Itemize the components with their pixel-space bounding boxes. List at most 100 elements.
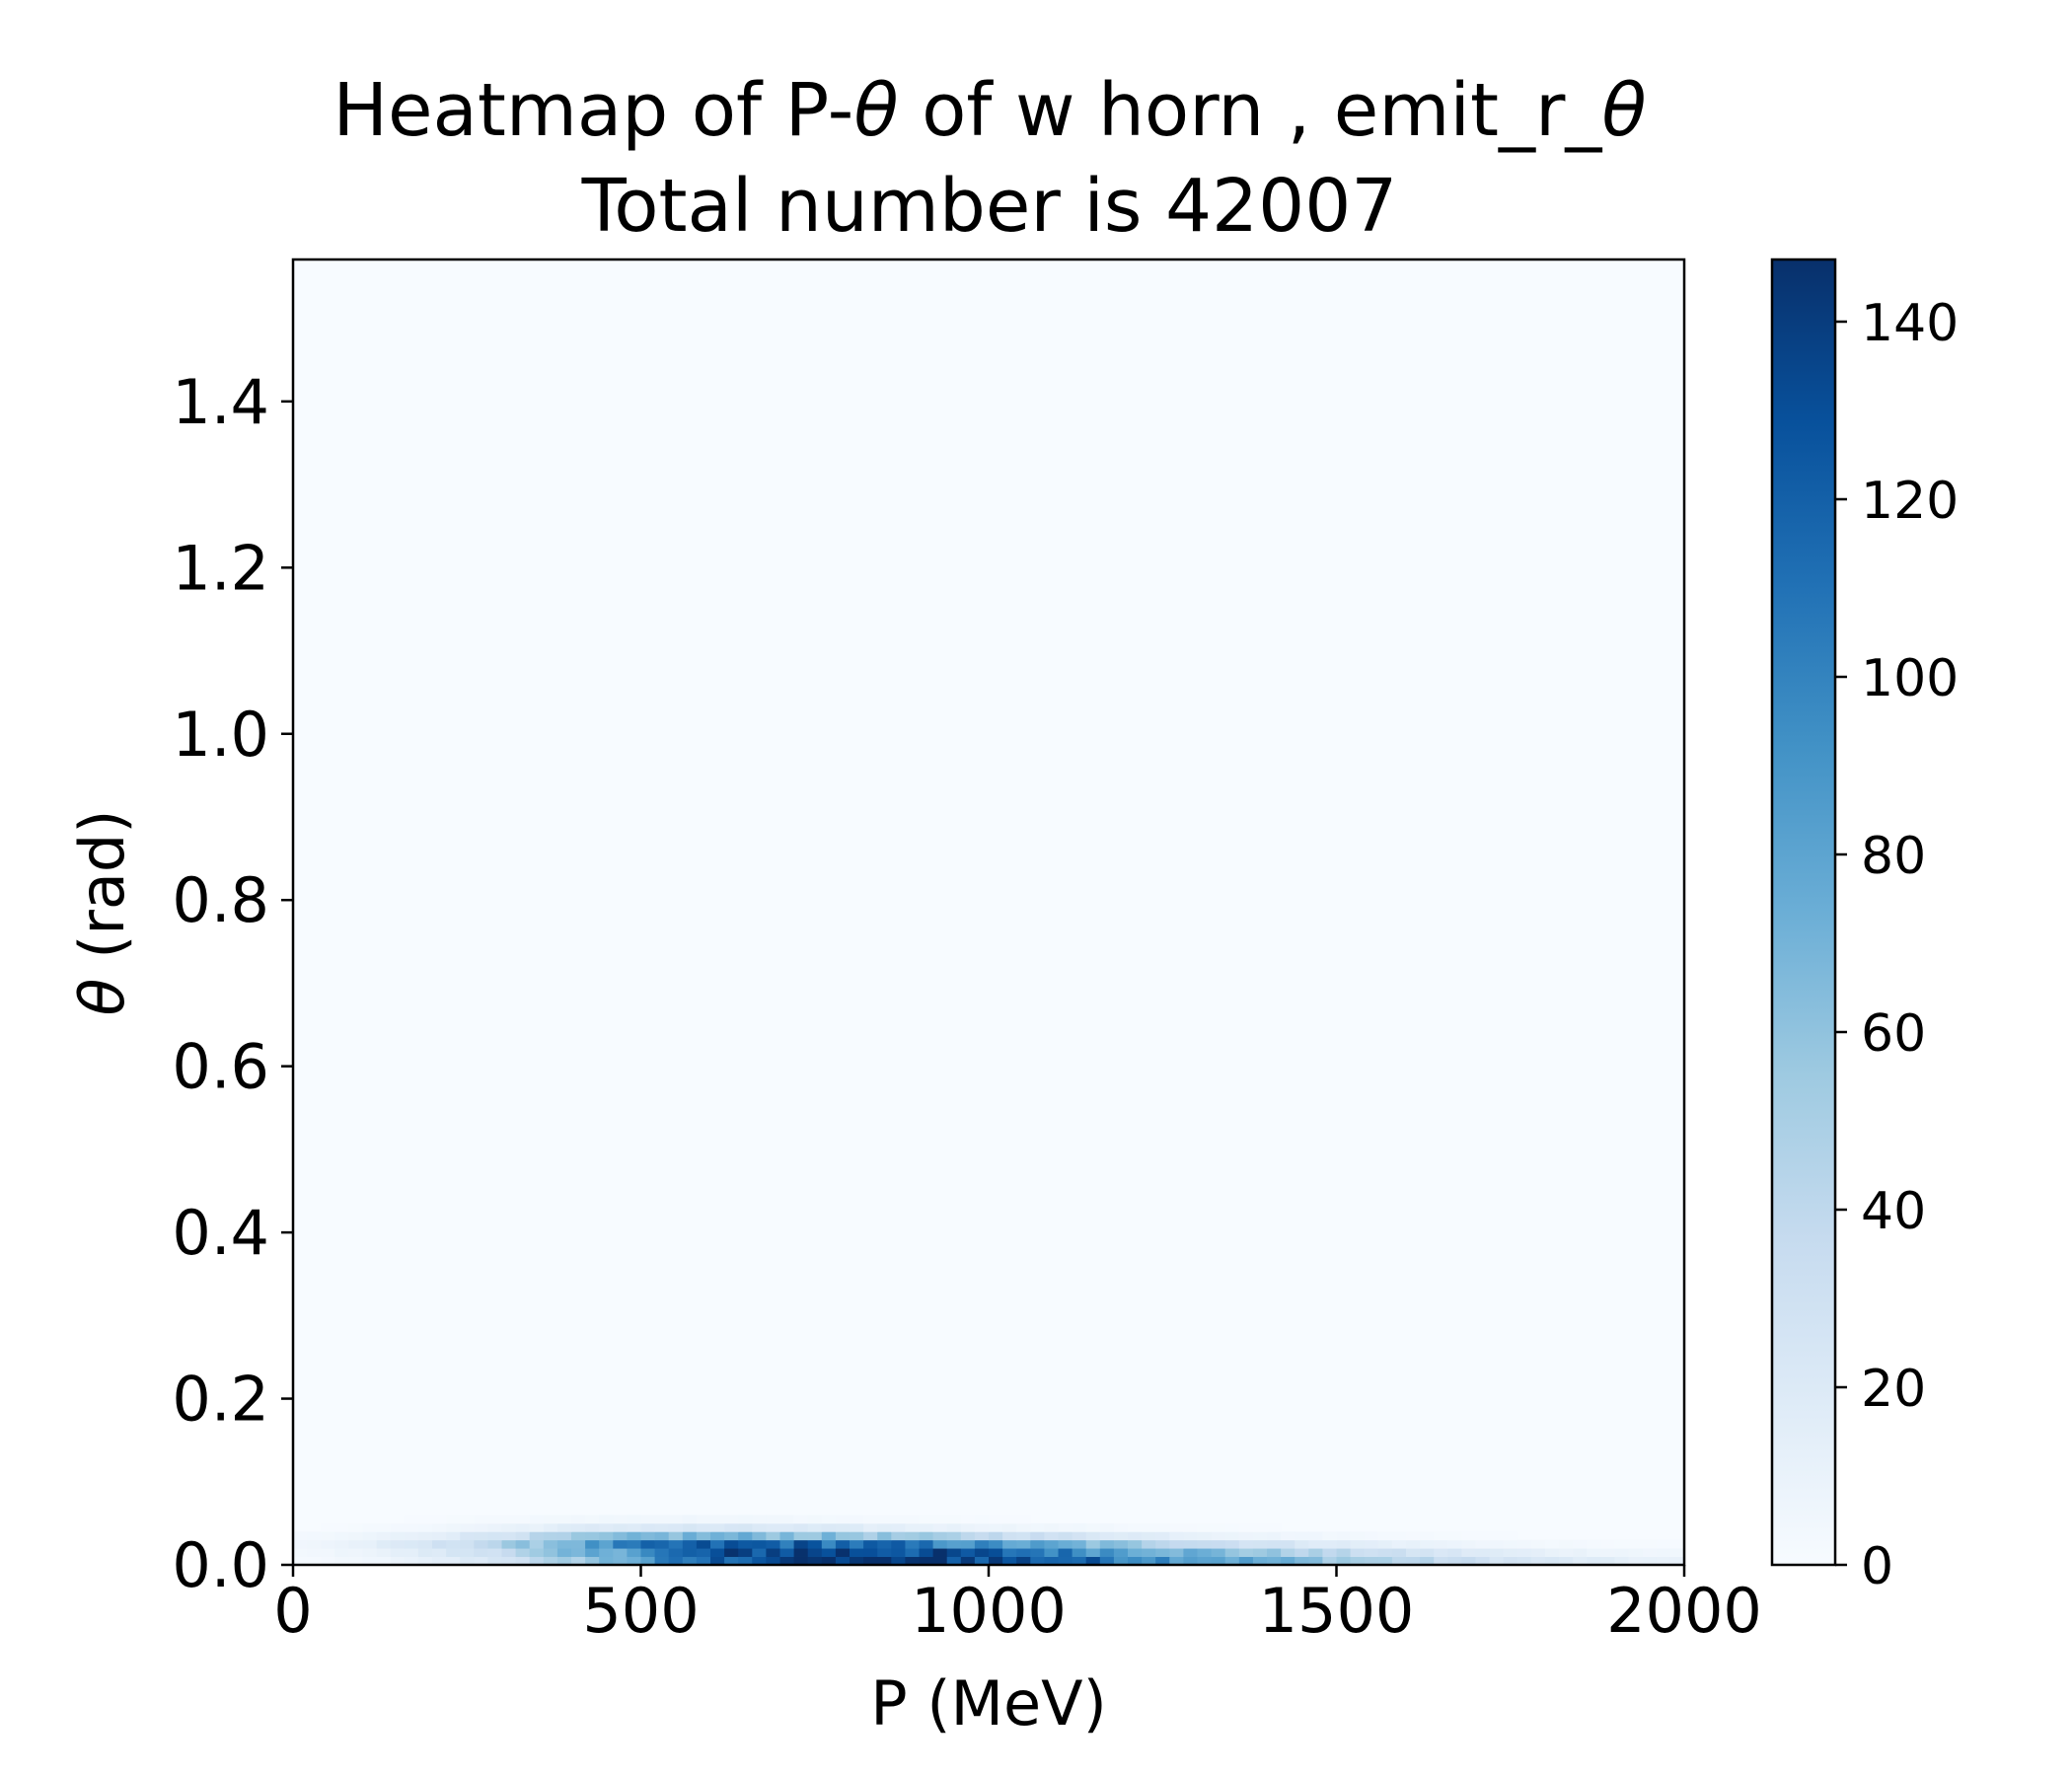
heatmap-cell: [1656, 1556, 1671, 1565]
heatmap-cell: [487, 1515, 502, 1524]
heatmap-cell: [1406, 1539, 1421, 1549]
heatmap-cell: [432, 1539, 447, 1549]
heatmap-cell: [946, 1556, 962, 1565]
heatmap-cell: [556, 1522, 572, 1532]
heatmap-cell: [1072, 1548, 1087, 1557]
heatmap-cell: [627, 1548, 641, 1557]
heatmap-cell: [1030, 1548, 1045, 1557]
heatmap-cell: [1044, 1556, 1059, 1565]
heatmap-cell: [362, 1539, 377, 1549]
heatmap-cell: [362, 1556, 377, 1565]
heatmap-cell: [668, 1548, 684, 1557]
heatmap-cell: [1336, 1539, 1351, 1549]
heatmap-cell: [571, 1556, 586, 1565]
heatmap-cell: [1434, 1539, 1448, 1549]
heatmap-cell: [766, 1515, 780, 1524]
plot-area-background: [293, 259, 1684, 1565]
heatmap-cell: [1252, 1556, 1268, 1565]
heatmap-cell: [432, 1548, 447, 1557]
heatmap-cell: [738, 1539, 753, 1549]
heatmap-cell: [1545, 1539, 1560, 1549]
heatmap-cell: [1169, 1548, 1184, 1557]
heatmap-cell: [1489, 1531, 1505, 1541]
heatmap-cell: [1238, 1522, 1254, 1532]
heatmap-cell: [543, 1556, 558, 1565]
heatmap-cell: [417, 1539, 433, 1549]
heatmap-cell: [1155, 1548, 1170, 1557]
heatmap-cell: [321, 1556, 335, 1565]
heatmap-cell: [835, 1548, 851, 1557]
heatmap-cell: [807, 1522, 823, 1532]
y-tick-label: 0.8: [172, 864, 269, 936]
heatmap-cell: [1016, 1531, 1031, 1541]
heatmap-cell: [613, 1522, 628, 1532]
heatmap-cell: [515, 1556, 531, 1565]
heatmap-cell: [1044, 1522, 1059, 1532]
chart-title-line2: Total number is 42007: [581, 164, 1398, 249]
y-axis-label-unit: (rad): [66, 810, 138, 979]
heatmap-cell: [293, 1556, 308, 1565]
heatmap-cell: [989, 1531, 1003, 1541]
heatmap-cell: [1475, 1531, 1490, 1541]
heatmap-cell: [362, 1531, 377, 1541]
heatmap-cell: [850, 1539, 864, 1549]
heatmap-cell: [1281, 1556, 1295, 1565]
heatmap-cell: [1406, 1548, 1421, 1557]
heatmap-cell: [1085, 1522, 1101, 1532]
heatmap-cell: [1489, 1548, 1505, 1557]
heatmap-cell: [571, 1522, 586, 1532]
heatmap-cell: [390, 1556, 406, 1565]
heatmap-cell: [613, 1515, 628, 1524]
heatmap-cell: [1350, 1531, 1366, 1541]
heatmap-cell: [668, 1531, 684, 1541]
heatmap-cell: [891, 1522, 906, 1532]
colorbar-tick-label: 100: [1861, 649, 1959, 708]
heatmap-cell: [1391, 1548, 1407, 1557]
heatmap-cell: [932, 1556, 948, 1565]
heatmap-cell: [1447, 1539, 1462, 1549]
heatmap-cell: [390, 1522, 406, 1532]
heatmap-cell: [682, 1548, 698, 1557]
heatmap-cell: [1628, 1548, 1644, 1557]
heatmap-cell: [919, 1539, 933, 1549]
heatmap-cell: [307, 1539, 322, 1549]
heatmap-cell: [1656, 1539, 1671, 1549]
heatmap-cell: [627, 1539, 641, 1549]
colorbar-axis: 0 20 40 60 80 100 120 140: [1835, 294, 1959, 1596]
heatmap-cell: [946, 1531, 962, 1541]
heatmap-cell: [932, 1548, 948, 1557]
heatmap-cell: [668, 1522, 684, 1532]
heatmap-cell: [1128, 1522, 1143, 1532]
heatmap-cell: [1377, 1531, 1393, 1541]
heatmap-cell: [1002, 1548, 1017, 1557]
heatmap-cell: [793, 1556, 809, 1565]
heatmap-cell: [529, 1531, 545, 1541]
heatmap-cell: [487, 1522, 502, 1532]
heatmap-cell: [627, 1522, 641, 1532]
heatmap-cell: [724, 1531, 739, 1541]
heatmap-cell: [1058, 1539, 1073, 1549]
heatmap-cell: [877, 1539, 892, 1549]
heatmap-cell: [891, 1548, 906, 1557]
heatmap-cell: [752, 1556, 767, 1565]
heatmap-cell: [1517, 1539, 1532, 1549]
heatmap-cell: [404, 1522, 419, 1532]
heatmap-cell: [1058, 1548, 1073, 1557]
heatmap-cell: [501, 1556, 516, 1565]
heatmap-cell: [696, 1522, 711, 1532]
heatmap-cell: [571, 1548, 586, 1557]
heatmap-cell: [627, 1556, 641, 1565]
heatmap-cell: [779, 1531, 794, 1541]
heatmap-cell: [1642, 1556, 1658, 1565]
colorbar-tick-label: 60: [1861, 1004, 1926, 1064]
heatmap-cell: [1238, 1548, 1254, 1557]
heatmap-cell: [1197, 1539, 1212, 1549]
colorbar: [1770, 258, 1837, 1567]
heatmap-cell: [654, 1531, 670, 1541]
heatmap-cell: [1475, 1539, 1490, 1549]
heatmap-cell: [1128, 1539, 1143, 1549]
heatmap-cell: [1058, 1522, 1073, 1532]
heatmap-cell: [348, 1522, 363, 1532]
heatmap-cell: [585, 1548, 600, 1557]
heatmap-cell: [640, 1531, 655, 1541]
